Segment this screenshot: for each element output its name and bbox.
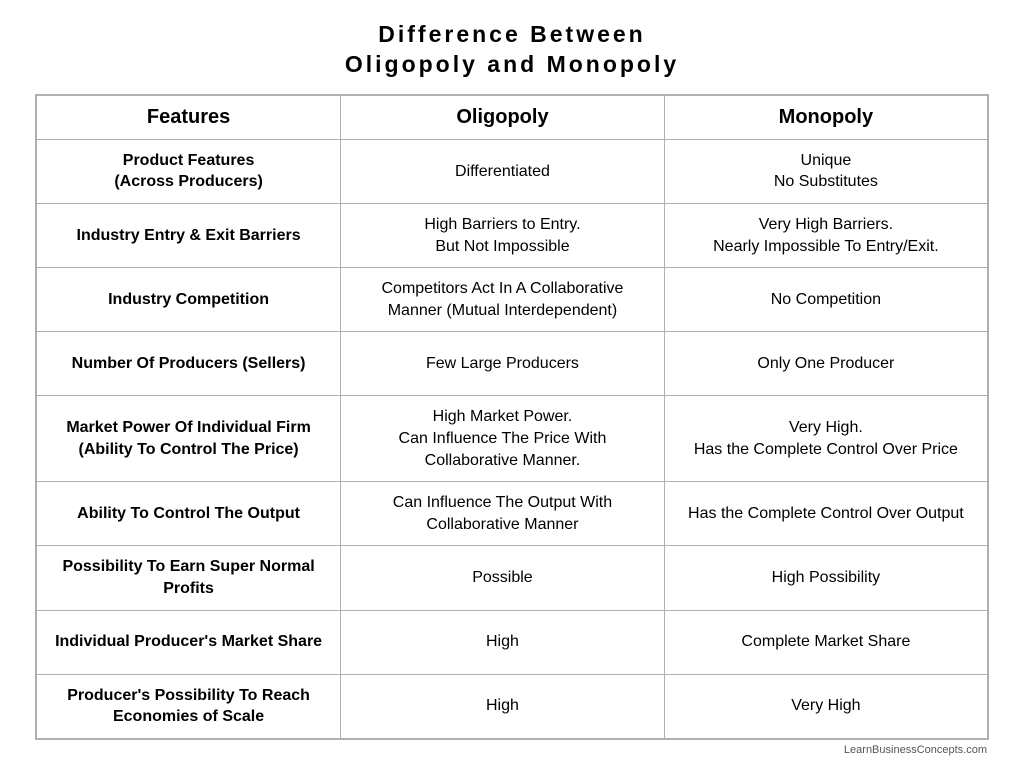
header-features: Features (36, 95, 341, 140)
table-row: Product Features(Across Producers) Diffe… (36, 139, 988, 203)
monopoly-cell: Very High Barriers.Nearly Impossible To … (664, 203, 988, 267)
feature-cell: Individual Producer's Market Share (36, 610, 341, 674)
header-monopoly: Monopoly (664, 95, 988, 140)
comparison-table: Features Oligopoly Monopoly Product Feat… (35, 94, 989, 740)
oligopoly-cell: Few Large Producers (341, 332, 665, 396)
table-body: Product Features(Across Producers) Diffe… (36, 139, 988, 738)
feature-cell: Market Power Of Individual Firm(Ability … (36, 396, 341, 482)
monopoly-cell: Complete Market Share (664, 610, 988, 674)
feature-cell: Product Features(Across Producers) (36, 139, 341, 203)
feature-cell: Number Of Producers (Sellers) (36, 332, 341, 396)
table-row: Number Of Producers (Sellers) Few Large … (36, 332, 988, 396)
feature-cell: Ability To Control The Output (36, 482, 341, 546)
monopoly-cell: Only One Producer (664, 332, 988, 396)
oligopoly-cell: Can Influence The Output With Collaborat… (341, 482, 665, 546)
monopoly-cell: Has the Complete Control Over Output (664, 482, 988, 546)
table-row: Producer's Possibility To Reach Economie… (36, 674, 988, 739)
monopoly-cell: Very High (664, 674, 988, 739)
oligopoly-cell: High (341, 610, 665, 674)
oligopoly-cell: High Barriers to Entry.But Not Impossibl… (341, 203, 665, 267)
attribution-text: LearnBusinessConcepts.com (35, 744, 989, 756)
monopoly-cell: High Possibility (664, 546, 988, 610)
table-row: Market Power Of Individual Firm(Ability … (36, 396, 988, 482)
oligopoly-cell: High Market Power.Can Influence The Pric… (341, 396, 665, 482)
table-row: Industry Competition Competitors Act In … (36, 268, 988, 332)
table-row: Industry Entry & Exit Barriers High Barr… (36, 203, 988, 267)
table-row: Ability To Control The Output Can Influe… (36, 482, 988, 546)
page-title: Difference Between Oligopoly and Monopol… (35, 20, 989, 80)
monopoly-cell: UniqueNo Substitutes (664, 139, 988, 203)
table-header-row: Features Oligopoly Monopoly (36, 95, 988, 140)
feature-cell: Producer's Possibility To Reach Economie… (36, 674, 341, 739)
oligopoly-cell: Competitors Act In A Collaborative Manne… (341, 268, 665, 332)
table-row: Possibility To Earn Super Normal Profits… (36, 546, 988, 610)
header-oligopoly: Oligopoly (341, 95, 665, 140)
title-line-2: Oligopoly and Monopoly (35, 50, 989, 80)
monopoly-cell: Very High.Has the Complete Control Over … (664, 396, 988, 482)
feature-cell: Industry Competition (36, 268, 341, 332)
monopoly-cell: No Competition (664, 268, 988, 332)
feature-cell: Possibility To Earn Super Normal Profits (36, 546, 341, 610)
oligopoly-cell: High (341, 674, 665, 739)
feature-cell: Industry Entry & Exit Barriers (36, 203, 341, 267)
title-line-1: Difference Between (35, 20, 989, 50)
oligopoly-cell: Possible (341, 546, 665, 610)
oligopoly-cell: Differentiated (341, 139, 665, 203)
table-row: Individual Producer's Market Share High … (36, 610, 988, 674)
